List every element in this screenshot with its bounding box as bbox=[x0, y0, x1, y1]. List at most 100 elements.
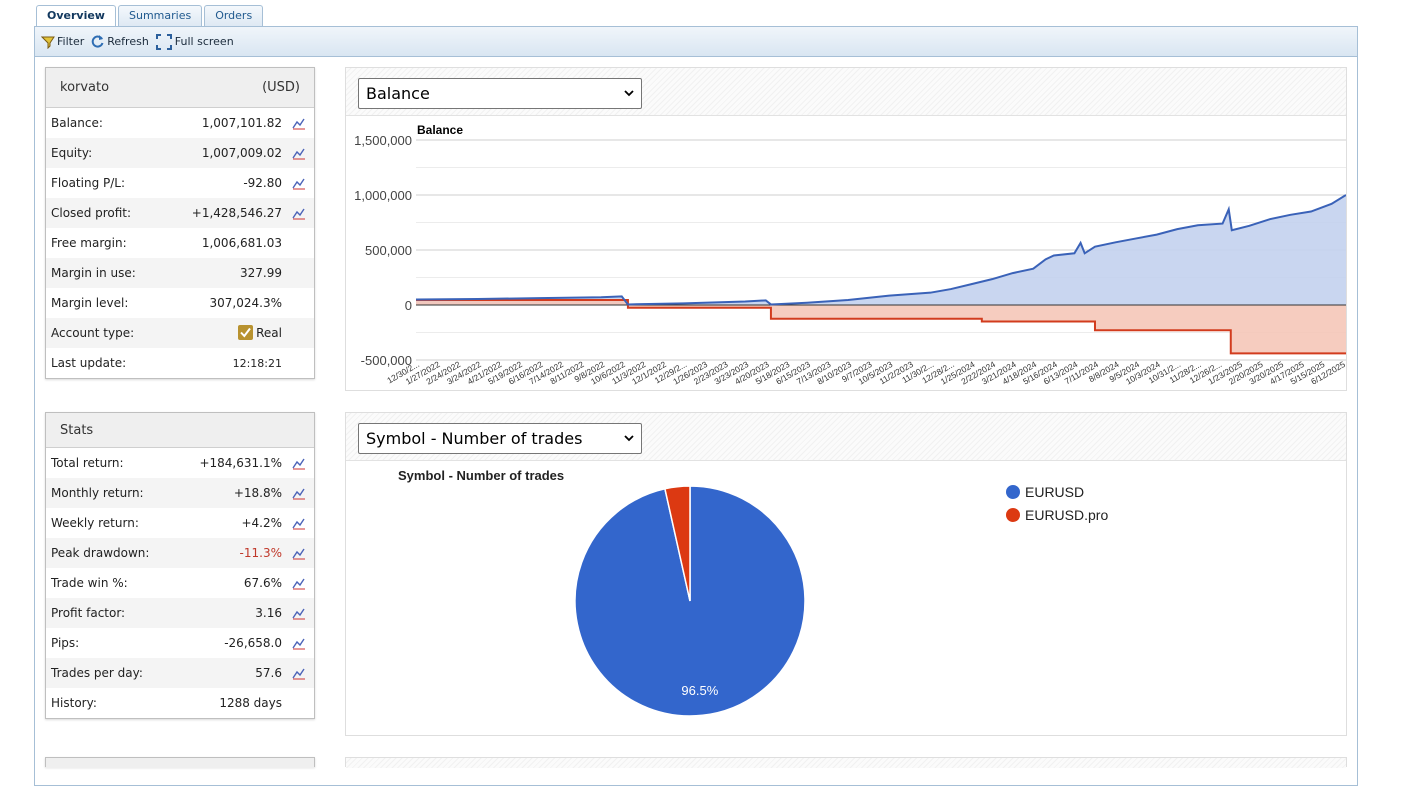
chart-link-icon[interactable] bbox=[290, 205, 308, 221]
row-value: Real bbox=[238, 324, 282, 341]
row-label: Equity: bbox=[51, 146, 93, 160]
chart-link-icon[interactable] bbox=[290, 635, 308, 651]
row-label: Peak drawdown: bbox=[51, 546, 150, 560]
balance-chart-box: Balance 1,500,000 1,000,000 500,000 0 -500,0… bbox=[345, 67, 1347, 391]
row-label: Trades per day: bbox=[51, 666, 143, 680]
stats-row-pips: Pips: -26,658.0 bbox=[46, 628, 314, 658]
row-value: 1,006,681.03 bbox=[201, 236, 282, 250]
stats-row-trades-per-day: Trades per day: 57.6 bbox=[46, 658, 314, 688]
chart-link-icon[interactable] bbox=[290, 665, 308, 681]
row-label: Pips: bbox=[51, 636, 80, 650]
chart-link-icon[interactable] bbox=[290, 515, 308, 531]
chart-link-icon[interactable] bbox=[290, 605, 308, 621]
row-value: 1288 days bbox=[219, 696, 282, 710]
row-label: History: bbox=[51, 696, 97, 710]
account-row-closed-profit: Closed profit: +1,428,546.27 bbox=[46, 198, 314, 228]
chart-title: Balance bbox=[417, 123, 463, 137]
account-row-account-type: Account type: Real bbox=[46, 318, 314, 348]
row-value: +184,631.1% bbox=[199, 456, 282, 470]
stats-panel-header: Stats bbox=[46, 413, 314, 448]
legend-marker bbox=[1006, 508, 1020, 522]
chart-link-icon[interactable] bbox=[290, 175, 308, 191]
drawdown-line bbox=[416, 299, 1346, 355]
y-tick-label: -500,000 bbox=[361, 353, 412, 368]
account-panel: korvato (USD) Balance: 1,007,101.82 Equi… bbox=[45, 67, 315, 379]
pie-chart: Symbol - Number of trades 96.5% EURUSD EURU… bbox=[398, 468, 1108, 717]
verified-check-icon bbox=[238, 324, 254, 340]
row-label: Account type: bbox=[51, 326, 135, 340]
chart-link-icon[interactable] bbox=[290, 545, 308, 561]
row-value: 57.6 bbox=[255, 666, 282, 680]
balance-chart: 1,500,000 1,000,000 500,000 0 -500,000 Balanc… bbox=[354, 123, 1346, 387]
pie-slice bbox=[664, 485, 691, 602]
account-row-last-update: Last update: 12:18:21 bbox=[46, 348, 314, 378]
chart-link-icon[interactable] bbox=[290, 145, 308, 161]
account-panel-header: korvato (USD) bbox=[46, 68, 314, 108]
stats-row-total-return: Total return: +184,631.1% bbox=[46, 448, 314, 478]
stats-row-monthly-return: Monthly return: +18.8% bbox=[46, 478, 314, 508]
stats-rows: Total return: +184,631.1% Monthly return… bbox=[46, 448, 314, 718]
refresh-button[interactable]: Refresh bbox=[90, 34, 149, 49]
row-value: 67.6% bbox=[243, 576, 282, 590]
account-row-free-margin: Free margin: 1,006,681.03 bbox=[46, 228, 314, 258]
filter-label: Filter bbox=[57, 35, 85, 48]
row-value: -92.80 bbox=[243, 176, 282, 190]
chart-type-select[interactable]: Balance bbox=[358, 78, 642, 109]
fullscreen-button[interactable]: Full screen bbox=[155, 33, 234, 51]
chart-link-icon[interactable] bbox=[290, 115, 308, 131]
chart-type-selected: Balance bbox=[366, 84, 430, 103]
pie-chart-box: Symbol - Number of trades Symbol - Numbe… bbox=[345, 412, 1347, 736]
balance-line bbox=[415, 194, 1346, 306]
row-value: -11.3% bbox=[239, 546, 282, 560]
chart-link-icon[interactable] bbox=[290, 575, 308, 591]
account-row-equity: Equity: 1,007,009.02 bbox=[46, 138, 314, 168]
y-tick-label: 1,000,000 bbox=[354, 188, 412, 203]
account-row-floating-pl: Floating P/L: -92.80 bbox=[46, 168, 314, 198]
row-value: +4.2% bbox=[241, 516, 282, 530]
tab-summaries[interactable]: Summaries bbox=[117, 5, 203, 27]
chart-link-icon[interactable] bbox=[290, 455, 308, 471]
row-value: 1,007,101.82 bbox=[201, 116, 282, 130]
row-label: Weekly return: bbox=[51, 516, 139, 530]
account-row-margin-level: Margin level: 307,024.3% bbox=[46, 288, 314, 318]
y-tick-label: 1,500,000 bbox=[354, 133, 412, 148]
pie-chart-toolbar: Symbol - Number of trades bbox=[346, 413, 1346, 461]
row-label: Closed profit: bbox=[51, 206, 132, 220]
balance-chart-toolbar: Balance bbox=[346, 68, 1346, 116]
row-value: 1,007,009.02 bbox=[201, 146, 282, 160]
account-name: korvato bbox=[60, 80, 110, 95]
filter-icon bbox=[41, 36, 55, 49]
toolbar: Filter Refresh Full screen bbox=[35, 27, 1357, 57]
y-tick-label: 500,000 bbox=[365, 243, 412, 258]
row-value: -26,658.0 bbox=[224, 636, 282, 650]
legend-label: EURUSD bbox=[1025, 484, 1084, 500]
pie-type-selected: Symbol - Number of trades bbox=[366, 429, 583, 448]
tab-orders[interactable]: Orders bbox=[204, 5, 264, 27]
stats-title: Stats bbox=[60, 422, 94, 438]
chevron-down-icon bbox=[624, 435, 634, 442]
row-value: 307,024.3% bbox=[209, 296, 282, 310]
refresh-icon bbox=[91, 35, 104, 48]
filter-button[interactable]: Filter bbox=[41, 35, 84, 49]
row-label: Margin level: bbox=[51, 296, 129, 310]
account-type-value: Real bbox=[256, 325, 282, 340]
legend-label: EURUSD.pro bbox=[1025, 507, 1108, 523]
stats-row-trade-win: Trade win %: 67.6% bbox=[46, 568, 314, 598]
chart-link-icon[interactable] bbox=[290, 485, 308, 501]
row-value: +18.8% bbox=[233, 486, 282, 500]
row-label: Floating P/L: bbox=[51, 176, 126, 190]
pie-type-select[interactable]: Symbol - Number of trades bbox=[358, 423, 642, 454]
row-value: +1,428,546.27 bbox=[191, 206, 282, 220]
extra-panel bbox=[45, 757, 315, 768]
tab-bar: Overview Summaries Orders bbox=[36, 5, 265, 28]
row-label: Last update: bbox=[51, 356, 127, 370]
stats-row-weekly-return: Weekly return: +4.2% bbox=[46, 508, 314, 538]
pie-data-label: 96.5% bbox=[681, 683, 718, 698]
legend-marker bbox=[1006, 485, 1020, 499]
account-row-margin-in-use: Margin in use: 327.99 bbox=[46, 258, 314, 288]
account-rows: Balance: 1,007,101.82 Equity: 1,007,009.… bbox=[46, 108, 314, 378]
stats-row-peak-drawdown: Peak drawdown: -11.3% bbox=[46, 538, 314, 568]
account-currency: (USD) bbox=[262, 80, 300, 95]
tab-overview[interactable]: Overview bbox=[36, 5, 116, 28]
row-value: 12:18:21 bbox=[232, 356, 282, 370]
